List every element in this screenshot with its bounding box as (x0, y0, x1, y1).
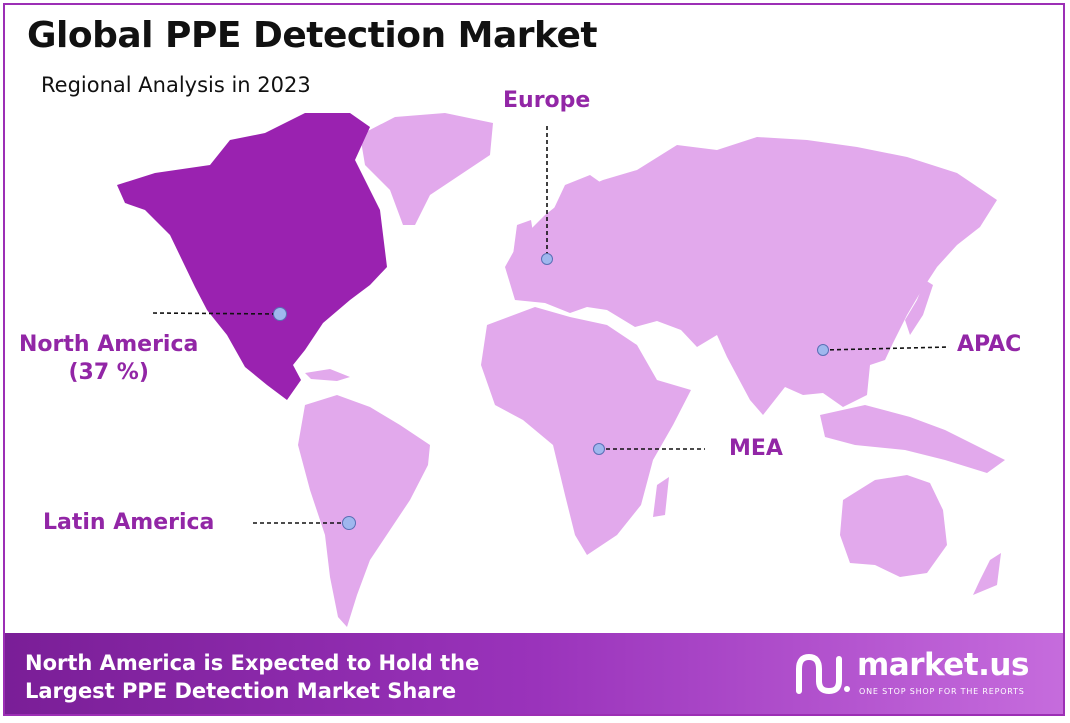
north-america-name: North America (19, 332, 199, 357)
apac-leader-line (822, 346, 950, 351)
japan-shape (905, 280, 933, 335)
footer-line-1: North America is Expected to Hold the (25, 651, 480, 675)
europe-marker (541, 253, 553, 265)
caribbean-shape (305, 369, 350, 381)
footer-line-2: Largest PPE Detection Market Share (25, 679, 457, 703)
logo-tagline: ONE STOP SHOP FOR THE REPORTS (859, 687, 1025, 696)
madagascar-shape (653, 477, 669, 517)
logo-mark-icon (796, 653, 850, 695)
page-title: Global PPE Detection Market (27, 15, 598, 56)
eurasia-shape (505, 137, 997, 415)
north-america-shape (117, 113, 387, 400)
apac-label: APAC (957, 332, 1022, 357)
mea-marker (593, 443, 605, 455)
north-america-marker (273, 307, 287, 321)
north-america-share: (37 %) (68, 360, 149, 385)
new-zealand-shape (973, 553, 1001, 595)
footer-banner: North America is Expected to Hold the La… (5, 633, 1063, 714)
infographic-frame: Global PPE Detection Market Regional Ana… (3, 3, 1065, 716)
south-america-shape (298, 395, 430, 627)
scandinavia-shape (550, 175, 607, 237)
latin-america-marker (342, 516, 356, 530)
mea-label: MEA (729, 436, 783, 461)
greenland-shape (360, 113, 493, 225)
uk-shape (513, 220, 535, 260)
north-america-leader-line (152, 312, 281, 315)
page-subtitle: Regional Analysis in 2023 (41, 73, 311, 97)
southeast-asia-shape (820, 405, 1005, 473)
footer-text: North America is Expected to Hold the La… (25, 649, 479, 705)
world-map (117, 113, 1005, 627)
market-us-logo: market.us ONE STOP SHOP FOR THE REPORTS (795, 647, 1045, 707)
logo-name: market.us (857, 647, 1029, 683)
north-america-label: North America (37 %) (19, 331, 198, 387)
africa-shape (481, 307, 691, 555)
australia-shape (840, 475, 947, 577)
latin-america-label: Latin America (43, 510, 215, 535)
europe-label: Europe (503, 88, 591, 113)
apac-marker (817, 344, 829, 356)
